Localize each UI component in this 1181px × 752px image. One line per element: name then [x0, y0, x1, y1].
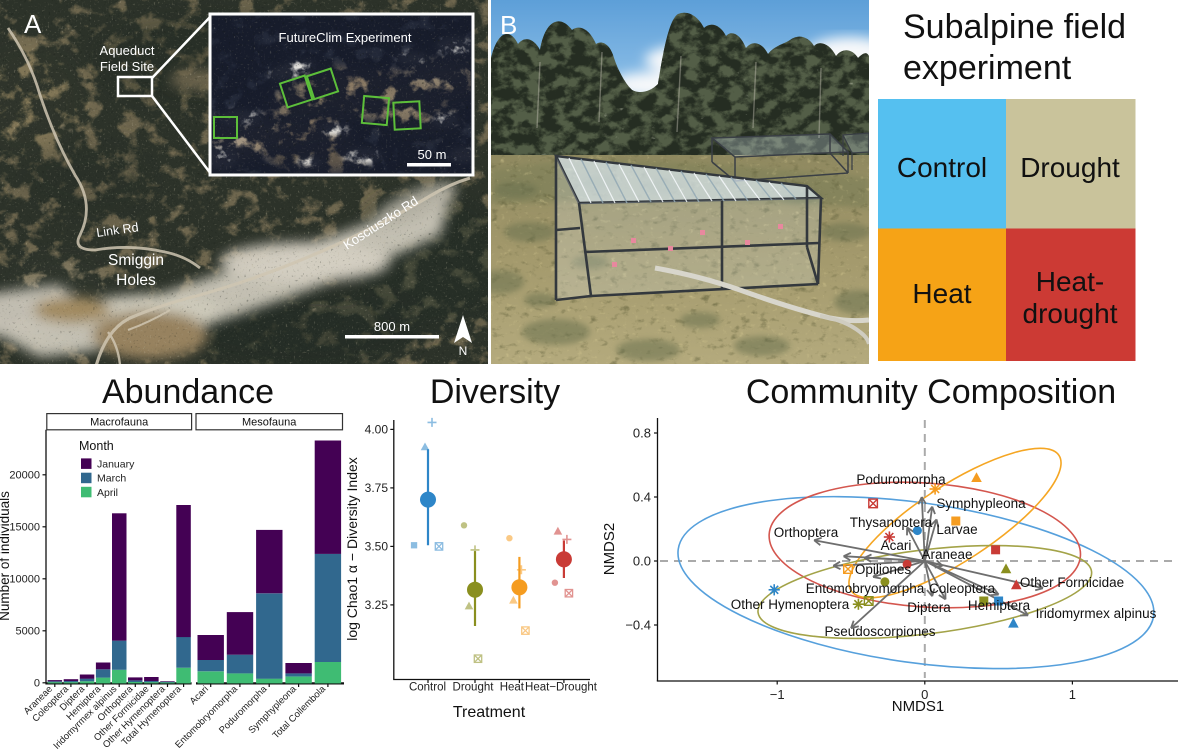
- svg-text:Thysanoptera: Thysanoptera: [850, 515, 933, 530]
- svg-text:Subalpine field: Subalpine field: [903, 8, 1126, 46]
- svg-text:Abundance: Abundance: [102, 373, 274, 411]
- svg-text:Diversity: Diversity: [430, 373, 560, 411]
- svg-text:NMDS1: NMDS1: [892, 698, 945, 715]
- svg-text:Holes: Holes: [116, 272, 156, 289]
- svg-text:Pseudoscorpiones: Pseudoscorpiones: [824, 624, 935, 639]
- svg-text:Opiliones: Opiliones: [855, 562, 912, 577]
- svg-text:1: 1: [1069, 687, 1076, 702]
- svg-text:Control: Control: [897, 152, 987, 183]
- svg-text:Other Formicidae: Other Formicidae: [1020, 575, 1124, 590]
- svg-text:800 m: 800 m: [374, 319, 410, 334]
- svg-text:Other Hymenoptera: Other Hymenoptera: [731, 597, 850, 612]
- svg-text:A: A: [24, 9, 42, 39]
- svg-text:−1: −1: [770, 687, 785, 702]
- svg-text:Drought: Drought: [1020, 152, 1120, 183]
- svg-text:January: January: [97, 458, 135, 470]
- svg-text:FutureClim Experiment: FutureClim Experiment: [279, 30, 412, 45]
- svg-text:Total Collembola: Total Collembola: [271, 683, 329, 741]
- svg-text:Drought: Drought: [453, 682, 495, 694]
- svg-text:0: 0: [921, 687, 928, 702]
- svg-text:Control: Control: [409, 682, 446, 694]
- svg-text:Heat: Heat: [912, 278, 971, 309]
- svg-text:Smiggin: Smiggin: [108, 252, 164, 269]
- svg-text:Symphypleona: Symphypleona: [936, 496, 1026, 511]
- svg-text:April: April: [97, 487, 118, 499]
- svg-text:N: N: [459, 344, 468, 358]
- svg-text:0.0: 0.0: [633, 554, 651, 569]
- svg-text:15000: 15000: [9, 522, 40, 534]
- svg-text:4.00: 4.00: [365, 423, 389, 437]
- svg-text:Acari: Acari: [188, 684, 211, 707]
- svg-text:3.25: 3.25: [365, 598, 389, 612]
- svg-text:log Chao1 α − Diversity Index: log Chao1 α − Diversity Index: [344, 457, 360, 641]
- svg-text:−0.4: −0.4: [625, 618, 651, 633]
- svg-text:Macrofauna: Macrofauna: [90, 417, 149, 429]
- svg-text:Month: Month: [79, 439, 114, 453]
- svg-text:Larvae: Larvae: [936, 522, 977, 537]
- svg-text:Number of individuals: Number of individuals: [0, 491, 12, 621]
- svg-text:Acari: Acari: [881, 538, 912, 553]
- svg-text:NMDS2: NMDS2: [601, 523, 618, 576]
- svg-text:Diptera: Diptera: [907, 600, 951, 615]
- svg-text:Heat-: Heat-: [1036, 266, 1104, 297]
- svg-text:Heat: Heat: [500, 682, 525, 694]
- svg-text:50 m: 50 m: [418, 147, 447, 162]
- svg-text:Link Rd: Link Rd: [95, 220, 139, 240]
- svg-text:Treatment: Treatment: [453, 704, 526, 721]
- svg-text:Hemiptera: Hemiptera: [968, 598, 1031, 613]
- svg-text:3.50: 3.50: [365, 540, 389, 554]
- svg-text:Heat−Drought: Heat−Drought: [525, 682, 598, 694]
- svg-text:Entomobryomorpha: Entomobryomorpha: [806, 581, 925, 596]
- svg-text:drought: drought: [1023, 298, 1118, 329]
- svg-text:5000: 5000: [16, 626, 40, 638]
- svg-text:experiment: experiment: [903, 49, 1072, 87]
- svg-text:Poduromorpha: Poduromorpha: [856, 472, 946, 487]
- svg-text:Community Composition: Community Composition: [746, 373, 1116, 411]
- svg-text:B: B: [500, 10, 517, 40]
- svg-text:Mesofauna: Mesofauna: [242, 417, 297, 429]
- svg-text:20000: 20000: [9, 470, 40, 482]
- svg-text:10000: 10000: [9, 574, 40, 586]
- svg-text:Araneae: Araneae: [921, 547, 972, 562]
- svg-text:March: March: [97, 473, 126, 485]
- svg-text:Field Site: Field Site: [100, 59, 154, 74]
- svg-text:Aqueduct: Aqueduct: [100, 43, 155, 58]
- svg-text:Coleoptera: Coleoptera: [929, 581, 996, 596]
- svg-text:0.4: 0.4: [633, 490, 651, 505]
- svg-text:0.8: 0.8: [633, 426, 651, 441]
- svg-text:3.75: 3.75: [365, 481, 389, 495]
- svg-text:0: 0: [34, 678, 40, 690]
- svg-text:Iridomyrmex alpinus: Iridomyrmex alpinus: [1036, 606, 1157, 621]
- svg-text:Orthoptera: Orthoptera: [774, 525, 839, 540]
